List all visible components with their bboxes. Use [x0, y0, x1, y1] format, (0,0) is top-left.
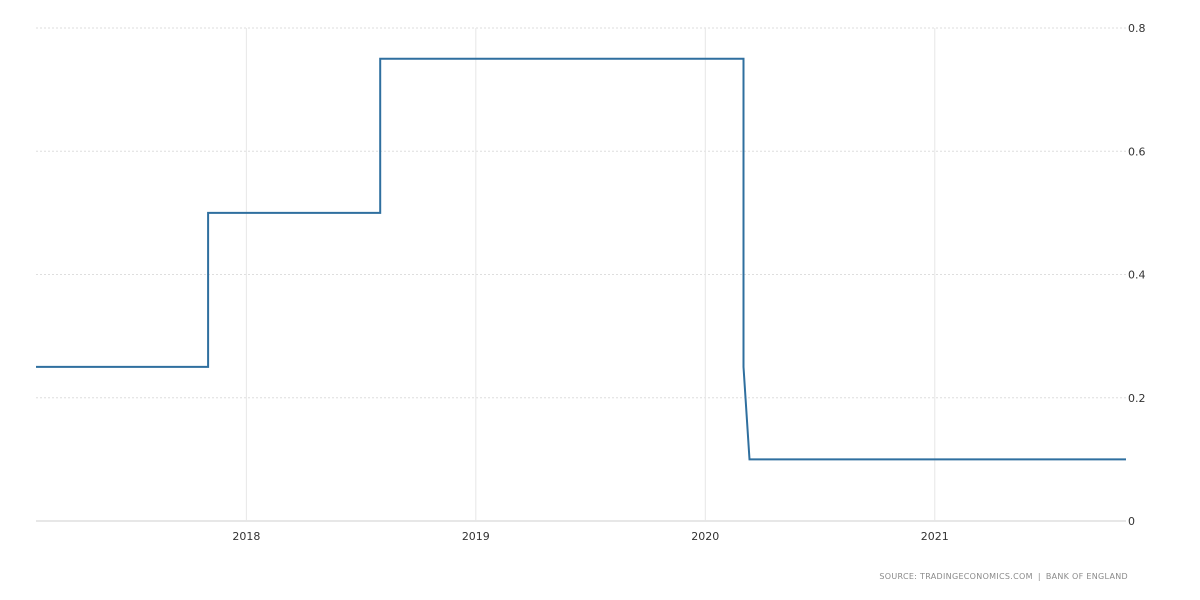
y-tick-label: 0.8 — [1128, 22, 1146, 35]
source-provider: BANK OF ENGLAND — [1045, 572, 1128, 581]
x-tick-label: 2021 — [921, 530, 949, 543]
y-tick-label: 0.4 — [1128, 269, 1146, 282]
y-tick-label: 0 — [1128, 515, 1135, 528]
x-tick-label: 2020 — [691, 530, 719, 543]
y-tick-label: 0.6 — [1128, 145, 1146, 158]
source-label: SOURCE: TRADINGECONOMICS.COM — [879, 572, 1033, 581]
x-tick-label: 2018 — [232, 530, 260, 543]
series-layer — [36, 57, 1126, 461]
source-credit: SOURCE: TRADINGECONOMICS.COM | BANK OF ENG… — [879, 572, 1128, 581]
y-tick-label: 0.2 — [1128, 392, 1146, 405]
x-tick-label: 2019 — [462, 530, 490, 543]
gridlines — [36, 27, 1126, 522]
x-axis: 2018 2019 2020 2021 — [232, 530, 948, 543]
series-line — [36, 57, 1126, 461]
y-axis: 0 0.2 0.4 0.6 0.8 — [1128, 22, 1146, 528]
source-separator: | — [1037, 572, 1041, 581]
